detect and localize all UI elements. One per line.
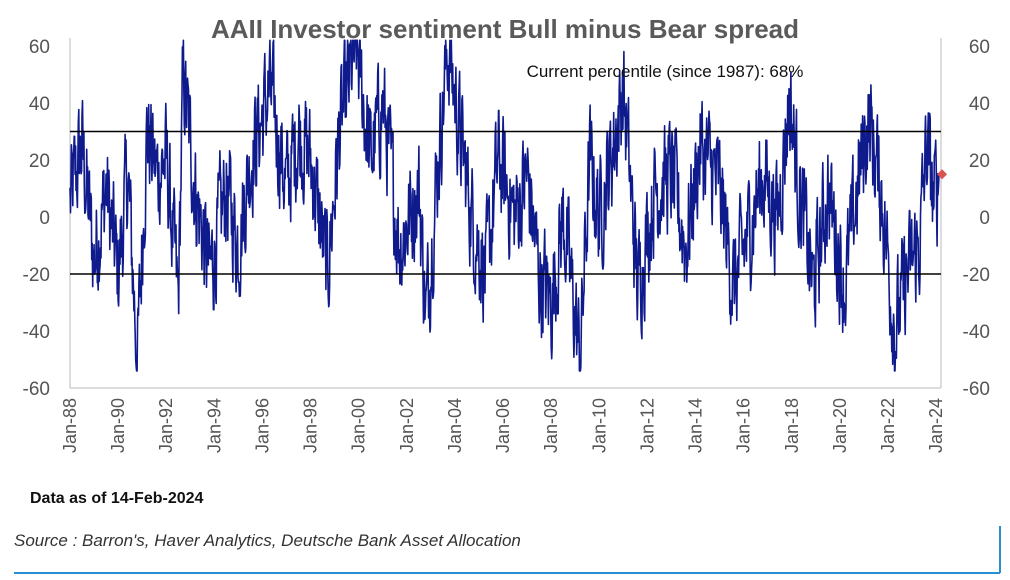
source-frame [14, 526, 1001, 574]
x-tick-label: Jan-24 [926, 398, 946, 453]
x-tick-label: Jan-14 [686, 398, 706, 453]
x-tick-label: Jan-22 [878, 398, 898, 453]
x-tick-label: Jan-12 [637, 398, 657, 453]
x-tick-label: Jan-88 [60, 398, 80, 453]
current-point-group [937, 169, 948, 180]
y-tick-label-left: -40 [23, 322, 50, 343]
y-tick-label-right: 60 [969, 37, 990, 58]
x-tick-label: Jan-00 [349, 398, 369, 453]
reference-lines [70, 130, 941, 275]
x-tick-labels: Jan-88 Jan-90 Jan-92 Jan-94 Jan-96 Jan-98 Jan-… [60, 398, 946, 453]
x-tick-label: Jan-20 [830, 398, 850, 453]
right-y-tick-labels: -60 -40 -20 0 20 40 60 [963, 37, 990, 400]
y-tick-label-right: 20 [969, 151, 990, 172]
x-tick-label: Jan-06 [493, 398, 513, 453]
x-tick-label: Jan-96 [252, 398, 272, 453]
y-tick-label-right: -40 [963, 322, 990, 343]
x-tick-label: Jan-94 [204, 398, 224, 453]
y-tick-label-right: -20 [963, 265, 990, 286]
y-tick-label-left: -20 [23, 265, 50, 286]
data-as-of-label: Data as of 14-Feb-2024 [30, 490, 204, 507]
series-line [69, 39, 940, 372]
x-tick-label: Jan-18 [782, 398, 802, 453]
source-label: Source : Barron's, Haver Analytics, Deut… [14, 531, 521, 550]
y-tick-label-right: 0 [979, 208, 990, 229]
y-tick-label-left: 60 [29, 37, 50, 58]
y-tick-label-right: 40 [969, 94, 990, 115]
y-tick-label-left: 40 [29, 94, 50, 115]
chart-title: AAII Investor sentiment Bull minus Bear … [211, 14, 799, 44]
percentile-annotation: Current percentile (since 1987): 68% [527, 62, 804, 81]
x-tick-label: Jan-90 [108, 398, 128, 453]
x-tick-label: Jan-04 [445, 398, 465, 453]
x-tick-label: Jan-10 [589, 398, 609, 453]
series-group [69, 39, 940, 372]
x-tick-label: Jan-16 [734, 398, 754, 453]
x-tick-label: Jan-98 [301, 398, 321, 453]
current-point-marker [937, 169, 948, 180]
x-tick-label: Jan-02 [397, 398, 417, 453]
y-tick-label-right: -60 [963, 379, 990, 400]
y-tick-label-left: 0 [39, 208, 50, 229]
y-tick-label-left: -60 [23, 379, 50, 400]
y-tick-label-left: 20 [29, 151, 50, 172]
x-tick-label: Jan-92 [156, 398, 176, 453]
x-tick-label: Jan-08 [541, 398, 561, 453]
left-y-tick-labels: -60 -40 -20 0 20 40 60 [23, 37, 50, 400]
